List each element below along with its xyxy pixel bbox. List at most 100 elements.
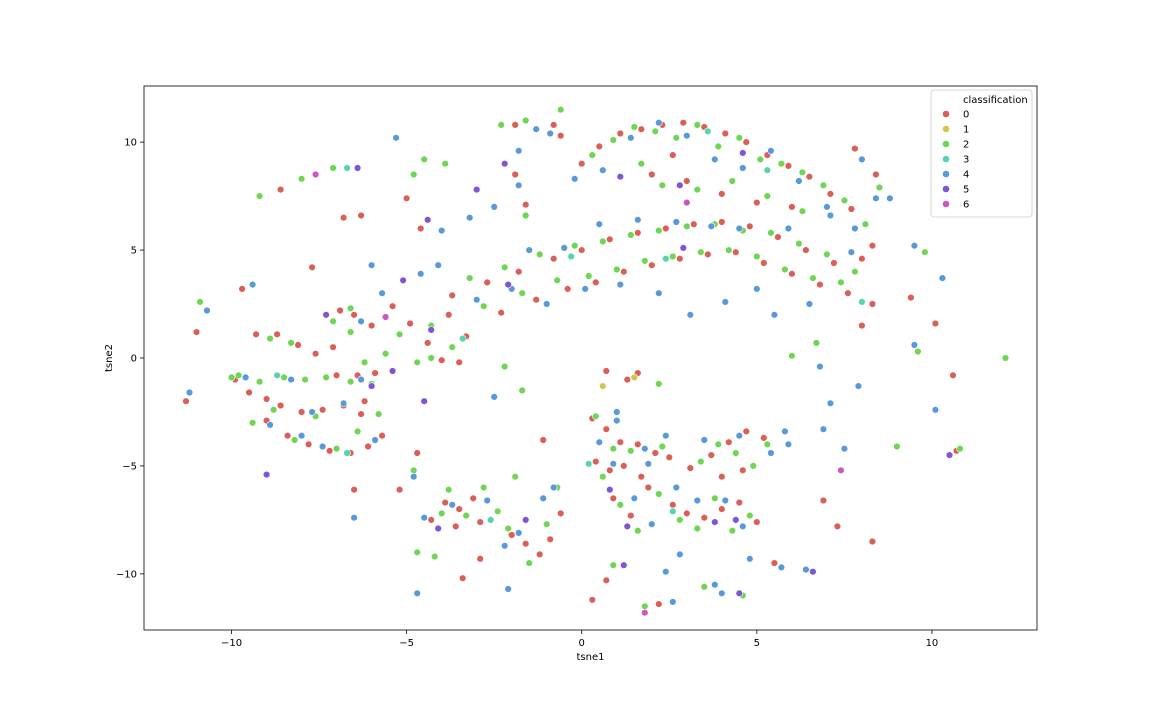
scatter-point-class-2	[763, 192, 771, 200]
scatter-point-class-5	[676, 181, 684, 190]
scatter-point-class-0	[602, 367, 610, 375]
scatter-point-class-0	[276, 185, 285, 194]
scatter-point-class-2	[462, 511, 470, 520]
scatter-point-class-2	[332, 445, 341, 453]
scatter-point-class-4	[711, 155, 719, 164]
scatter-point-class-0	[521, 539, 530, 548]
scatter-point-class-4	[266, 421, 274, 429]
scatter-point-class-0	[644, 483, 652, 492]
legend-marker-class-3	[942, 155, 950, 163]
scatter-point-class-2	[819, 181, 828, 190]
scatter-point-class-4	[490, 203, 498, 211]
scatter-point-class-2	[725, 246, 733, 254]
scatter-point-class-2	[609, 136, 617, 144]
scatter-point-class-0	[732, 248, 740, 256]
scatter-point-class-0	[252, 330, 260, 338]
scatter-point-class-0	[535, 550, 544, 559]
scatter-point-class-0	[648, 261, 656, 269]
scatter-point-class-4	[672, 483, 680, 492]
scatter-point-class-0	[739, 466, 747, 474]
legend-marker-class-0	[942, 110, 950, 118]
scatter-point-class-4	[367, 261, 376, 269]
scatter-point-class-2	[280, 373, 288, 382]
scatter-point-class-1	[599, 382, 607, 390]
scatter-point-class-4	[700, 436, 708, 444]
scatter-point-class-4	[872, 194, 880, 203]
scatter-point-class-0	[406, 319, 414, 328]
scatter-point-class-0	[476, 518, 484, 526]
scatter-point-class-2	[700, 583, 708, 591]
scatter-point-class-5	[424, 216, 432, 224]
scatter-point-class-5	[739, 149, 747, 157]
scatter-point-class-2	[410, 466, 418, 474]
scatter-point-class-5	[616, 173, 624, 181]
scatter-point-class-0	[907, 293, 915, 302]
scatter-point-class-0	[844, 289, 852, 297]
scatter-point-class-0	[577, 246, 586, 254]
scatter-point-class-4	[648, 520, 656, 528]
scatter-point-class-0	[655, 600, 663, 608]
scatter-point-class-0	[549, 121, 558, 129]
scatter-point-class-2	[592, 412, 600, 420]
scatter-point-class-2	[609, 445, 617, 453]
scatter-point-class-0	[868, 242, 877, 250]
scatter-point-class-0	[735, 498, 743, 507]
scatter-point-class-2	[255, 192, 264, 200]
scatter-point-class-4	[802, 565, 810, 574]
x-tick-label: 10	[926, 638, 939, 649]
scatter-point-class-2	[525, 559, 533, 567]
scatter-point-class-0	[441, 498, 449, 507]
scatter-point-class-0	[872, 170, 880, 179]
scatter-point-class-0	[634, 229, 642, 237]
scatter-point-class-0	[819, 496, 828, 505]
scatter-point-class-2	[697, 457, 705, 466]
scatter-point-class-5	[262, 470, 271, 479]
scatter-point-class-2	[956, 445, 964, 453]
scatter-point-class-2	[234, 371, 243, 379]
y-tick-label: −5	[122, 461, 137, 472]
scatter-point-class-2	[329, 164, 337, 172]
scatter-point-class-0	[718, 505, 726, 513]
scatter-point-class-5	[434, 524, 442, 533]
scatter-point-class-5	[679, 244, 687, 252]
scatter-point-class-5	[620, 561, 628, 569]
scatter-point-class-0	[802, 246, 810, 254]
scatter-point-class-0	[273, 330, 281, 338]
scatter-point-class-0	[508, 531, 516, 539]
scatter-point-class-2	[290, 436, 299, 444]
legend-marker-class-4	[942, 170, 950, 178]
scatter-point-class-0	[276, 401, 285, 410]
scatter-point-class-2	[630, 123, 638, 131]
scatter-point-class-0	[700, 513, 708, 522]
y-tick-label: 0	[131, 354, 137, 365]
scatter-point-class-0	[788, 203, 796, 211]
scatter-point-class-0	[949, 371, 957, 379]
scatter-point-class-0	[360, 397, 369, 405]
scatter-point-class-2	[480, 302, 488, 310]
scatter-point-class-4	[721, 496, 729, 505]
scatter-point-class-4	[501, 542, 509, 550]
scatter-point-class-2	[714, 440, 722, 448]
scatter-point-class-2	[599, 237, 607, 246]
scatter-point-class-3	[567, 252, 575, 261]
scatter-point-class-4	[721, 298, 729, 306]
x-tick-label: 0	[579, 638, 585, 649]
scatter-point-class-4	[357, 375, 365, 384]
scatter-point-class-0	[606, 466, 614, 474]
scatter-point-class-4	[711, 580, 719, 589]
scatter-point-class-4	[613, 416, 621, 425]
legend-title: classification	[963, 95, 1028, 106]
scatter-point-class-3	[487, 516, 495, 524]
scatter-point-class-3	[858, 298, 866, 306]
scatter-point-class-5	[420, 397, 428, 405]
scatter-point-class-0	[851, 144, 859, 153]
scatter-point-class-4	[718, 589, 726, 597]
legend-label-class-1: 1	[963, 125, 969, 136]
scatter-point-class-2	[697, 248, 705, 256]
scatter-point-class-0	[858, 255, 866, 263]
scatter-point-class-4	[767, 147, 775, 155]
scatter-point-class-4	[448, 501, 456, 509]
scatter-point-class-4	[410, 473, 418, 481]
scatter-point-class-4	[676, 550, 684, 559]
